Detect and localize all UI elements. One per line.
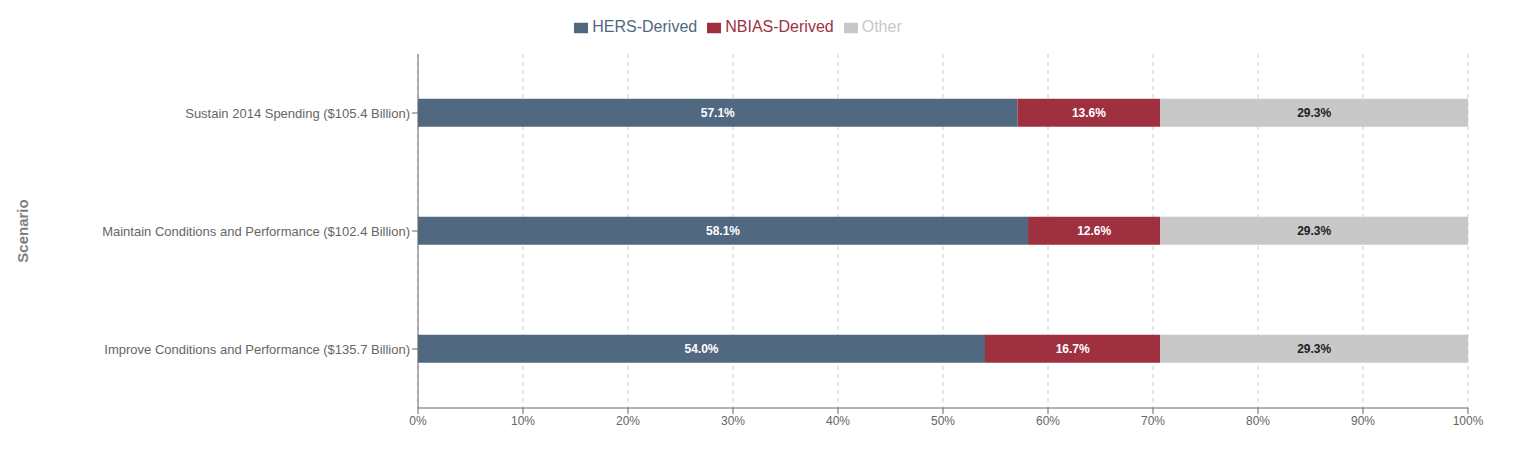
svg-text:50%: 50% [931,414,955,428]
svg-text:54.0%: 54.0% [684,342,718,356]
svg-text:29.3%: 29.3% [1297,106,1331,120]
svg-text:10%: 10% [511,414,535,428]
svg-text:Improve Conditions and Perform: Improve Conditions and Performance ($135… [104,342,410,357]
svg-text:100%: 100% [1453,414,1484,428]
svg-text:29.3%: 29.3% [1297,342,1331,356]
html-text:Other: Other [861,18,902,35]
svg-text:Scenario: Scenario [14,199,31,262]
svg-text:0%: 0% [409,414,427,428]
svg-text:70%: 70% [1141,414,1165,428]
svg-text:20%: 20% [616,414,640,428]
svg-text:57.1%: 57.1% [701,106,735,120]
html-text:NBIAS-Derived: NBIAS-Derived [725,18,834,35]
svg-text:12.6%: 12.6% [1077,224,1111,238]
svg-text:40%: 40% [826,414,850,428]
svg-text:90%: 90% [1351,414,1375,428]
svg-text:58.1%: 58.1% [706,224,740,238]
svg-text:80%: 80% [1246,414,1270,428]
svg-text:60%: 60% [1036,414,1060,428]
svg-text:29.3%: 29.3% [1297,224,1331,238]
svg-text:30%: 30% [721,414,745,428]
svg-text:Maintain Conditions and Perfor: Maintain Conditions and Performance ($10… [102,224,410,239]
svg-text:13.6%: 13.6% [1072,106,1106,120]
svg-text:Sustain 2014 Spending ($105.4: Sustain 2014 Spending ($105.4 Billion) [185,106,410,121]
html-text:HERS-Derived: HERS-Derived [592,18,698,35]
svg-text:16.7%: 16.7% [1056,342,1090,356]
